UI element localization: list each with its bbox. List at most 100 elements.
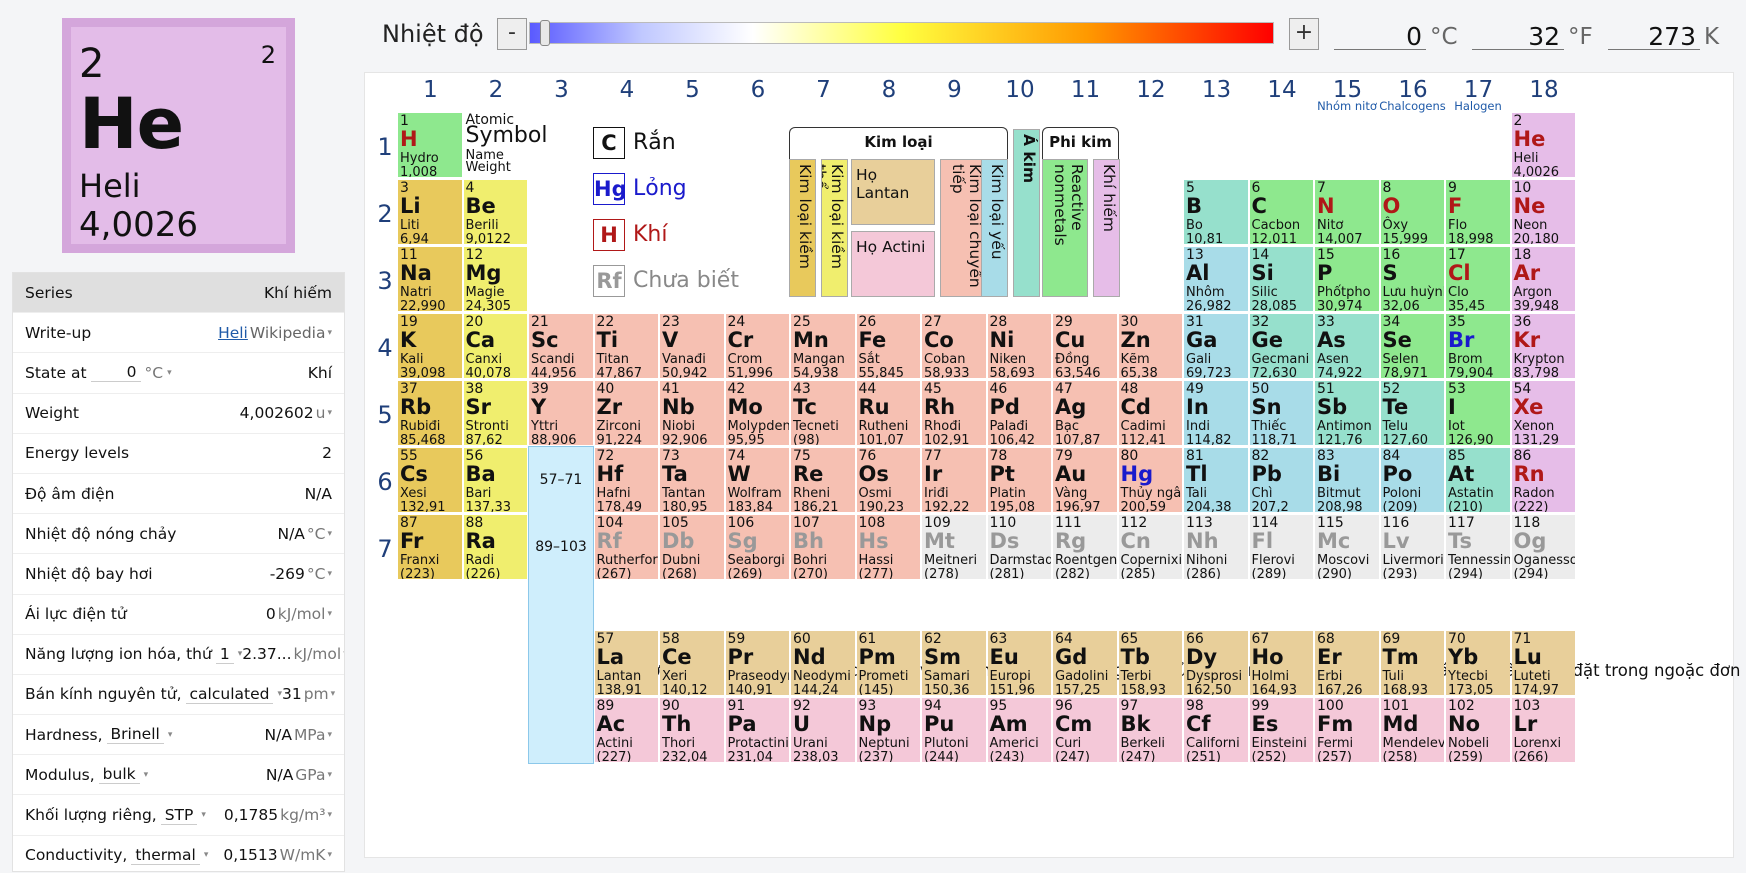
element-cell-ca[interactable]: 20 Ca Canxi 40,078 (464, 314, 528, 378)
element-cell-ru[interactable]: 44 Ru Rutheni 101,07 (857, 381, 921, 445)
actinide-placeholder[interactable]: 89–103 (529, 539, 593, 555)
chevron-down-icon[interactable]: ▾ (327, 569, 332, 579)
chevron-down-icon[interactable]: ▾ (327, 328, 332, 338)
element-cell-fr[interactable]: 87 Fr Franxi (223) (398, 515, 462, 579)
kelvin-input[interactable]: 273 (1608, 22, 1700, 50)
chevron-down-icon[interactable]: ▾ (144, 770, 149, 780)
element-cell-rg[interactable]: 111 Rg Roentgeni (282) (1053, 515, 1117, 579)
element-cell-ds[interactable]: 110DsDarmstadti(281) (988, 515, 1052, 579)
element-cell-sn[interactable]: 50 Sn Thiếc 118,71 (1250, 381, 1314, 445)
element-cell-cu[interactable]: 29 Cu Đồng 63,546 (1053, 314, 1117, 378)
element-cell-er[interactable]: 68 Er Erbi 167,26 (1315, 631, 1379, 695)
element-cell-b[interactable]: 5 B Bo 10,81 (1184, 180, 1248, 244)
temperature-slider-handle[interactable] (540, 20, 550, 46)
element-cell-u[interactable]: 92 U Urani 238,03 (791, 698, 855, 762)
element-cell-kr[interactable]: 36 Kr Krypton 83,798 (1512, 314, 1576, 378)
element-cell-co[interactable]: 27 Co Coban 58,933 (922, 314, 986, 378)
celsius-input[interactable]: 0 (1334, 22, 1426, 50)
chevron-down-icon[interactable]: ▾ (327, 850, 332, 860)
property-select[interactable]: 1 (216, 645, 234, 664)
property-select[interactable]: STP (161, 806, 198, 825)
category-alkaline-earth[interactable]: Kim loại kiềm thổ (821, 159, 848, 297)
element-cell-ac[interactable]: 89 Ac Actini (227) (595, 698, 659, 762)
element-cell-ar[interactable]: 18 Ar Argon 39,948 (1512, 247, 1576, 311)
element-cell-po[interactable]: 84 Po Poloni (209) (1381, 448, 1445, 512)
element-cell-ge[interactable]: 32 Ge Gecmani 72,630 (1250, 314, 1314, 378)
chevron-down-icon[interactable]: ▾ (327, 408, 332, 418)
element-cell-ti[interactable]: 22 Ti Titan 47,867 (595, 314, 659, 378)
element-cell-y[interactable]: 39 Y Yttri 88,906 (529, 381, 593, 445)
element-cell-ts[interactable]: 117TsTennessine(294) (1446, 515, 1510, 579)
element-cell-ni[interactable]: 28 Ni Niken 58,693 (988, 314, 1052, 378)
element-cell-pb[interactable]: 82 Pb Chì 207,2 (1250, 448, 1314, 512)
element-cell-la[interactable]: 57 La Lantan 138,91 (595, 631, 659, 695)
chevron-down-icon[interactable]: ▾ (327, 609, 332, 619)
chevron-down-icon[interactable]: ▾ (327, 730, 332, 740)
element-cell-au[interactable]: 79 Au Vàng 196,97 (1053, 448, 1117, 512)
chevron-down-icon[interactable]: ▾ (167, 368, 172, 378)
category-transition-metals[interactable]: Kim loại chuyển tiếp (940, 159, 986, 297)
element-cell-rb[interactable]: 37 Rb Rubiđi 85,468 (398, 381, 462, 445)
element-cell-mn[interactable]: 25 Mn Mangan 54,938 (791, 314, 855, 378)
element-cell-ce[interactable]: 58 Ce Xeri 140,12 (660, 631, 724, 695)
category-alkali-metals[interactable]: Kim loại kiềm (789, 159, 816, 297)
element-cell-ta[interactable]: 73 Ta Tantan 180,95 (660, 448, 724, 512)
element-cell-si[interactable]: 14 Si Silic 28,085 (1250, 247, 1314, 311)
element-cell-c[interactable]: 6 C Cacbon 12,011 (1250, 180, 1314, 244)
element-cell-sb[interactable]: 51 Sb Antimon 121,76 (1315, 381, 1379, 445)
element-cell-bi[interactable]: 83 Bi Bitmut 208,98 (1315, 448, 1379, 512)
element-cell-gd[interactable]: 64 Gd Gadolini 157,25 (1053, 631, 1117, 695)
element-cell-lr[interactable]: 103 Lr Lorenxi (266) (1512, 698, 1576, 762)
chevron-down-icon[interactable]: ▾ (201, 810, 206, 820)
chevron-down-icon[interactable]: ▾ (343, 649, 345, 659)
element-cell-dy[interactable]: 66 Dy Dysprosi 162,50 (1184, 631, 1248, 695)
property-select[interactable]: calculated (186, 685, 274, 704)
state-temperature-input[interactable]: 0 (91, 363, 141, 382)
element-cell-fm[interactable]: 100 Fm Fermi (257) (1315, 698, 1379, 762)
element-cell-og[interactable]: 118OgOganesson(294) (1512, 515, 1576, 579)
category-reactive-nonmetals[interactable]: Reactive nonmetals (1042, 159, 1088, 297)
element-cell-tb[interactable]: 65 Tb Terbi 158,93 (1119, 631, 1183, 695)
element-cell-cr[interactable]: 24 Cr Crom 51,996 (726, 314, 790, 378)
element-cell-at[interactable]: 85 At Astatin (210) (1446, 448, 1510, 512)
element-cell-yb[interactable]: 70 Yb Ytecbi 173,05 (1446, 631, 1510, 695)
element-cell-v[interactable]: 23 V Vanađi 50,942 (660, 314, 724, 378)
element-cell-lv[interactable]: 116 Lv Livermori (293) (1381, 515, 1445, 579)
element-cell-mt[interactable]: 109 Mt Meitneri (278) (922, 515, 986, 579)
element-cell-f[interactable]: 9 F Flo 18,998 (1446, 180, 1510, 244)
element-cell-tc[interactable]: 43 Tc Tecneti (98) (791, 381, 855, 445)
element-cell-ga[interactable]: 31 Ga Gali 69,723 (1184, 314, 1248, 378)
chevron-down-icon[interactable]: ▾ (331, 689, 336, 699)
element-cell-rh[interactable]: 45 Rh Rhođi 102,91 (922, 381, 986, 445)
element-cell-ag[interactable]: 47 Ag Bạc 107,87 (1053, 381, 1117, 445)
temperature-slider[interactable] (529, 22, 1274, 44)
element-cell-es[interactable]: 99 Es Einsteini (252) (1250, 698, 1314, 762)
element-cell-se[interactable]: 34 Se Selen 78,971 (1381, 314, 1445, 378)
element-cell-cf[interactable]: 98 Cf Californi (251) (1184, 698, 1248, 762)
wikipedia-link[interactable]: Heli (218, 324, 248, 342)
element-cell-cs[interactable]: 55 Cs Xesi 132,91 (398, 448, 462, 512)
element-cell-sc[interactable]: 21 Sc Scandi 44,956 (529, 314, 593, 378)
element-cell-n[interactable]: 7 N Nitơ 14,007 (1315, 180, 1379, 244)
element-cell-k[interactable]: 19 K Kali 39,098 (398, 314, 462, 378)
element-cell-pu[interactable]: 94 Pu Plutoni (244) (922, 698, 986, 762)
element-cell-bh[interactable]: 107 Bh Bohri (270) (791, 515, 855, 579)
property-select[interactable]: bulk (99, 765, 140, 784)
element-cell-as[interactable]: 33 As Asen 74,922 (1315, 314, 1379, 378)
element-cell-li[interactable]: 3 Li Liti 6,94 (398, 180, 462, 244)
element-cell-pa[interactable]: 91 Pa Protactini 231,04 (726, 698, 790, 762)
element-cell-nh[interactable]: 113 Nh Nihoni (286) (1184, 515, 1248, 579)
element-cell-zn[interactable]: 30 Zn Kẽm 65,38 (1119, 314, 1183, 378)
property-select[interactable]: Brinell (107, 725, 164, 744)
fahrenheit-input[interactable]: 32 (1472, 22, 1564, 50)
chevron-down-icon[interactable]: ▾ (327, 770, 332, 780)
element-cell-sr[interactable]: 38 Sr Stronti 87,62 (464, 381, 528, 445)
element-cell-pr[interactable]: 59PrPraseodymi140,91 (726, 631, 790, 695)
element-cell-sm[interactable]: 62 Sm Samari 150,36 (922, 631, 986, 695)
element-cell-db[interactable]: 105 Db Dubni (268) (660, 515, 724, 579)
element-cell-ra[interactable]: 88 Ra Radi (226) (464, 515, 528, 579)
element-cell-pt[interactable]: 78 Pt Platin 195,08 (988, 448, 1052, 512)
element-cell-o[interactable]: 8 O Ôxy 15,999 (1381, 180, 1445, 244)
element-cell-th[interactable]: 90 Th Thori 232,04 (660, 698, 724, 762)
